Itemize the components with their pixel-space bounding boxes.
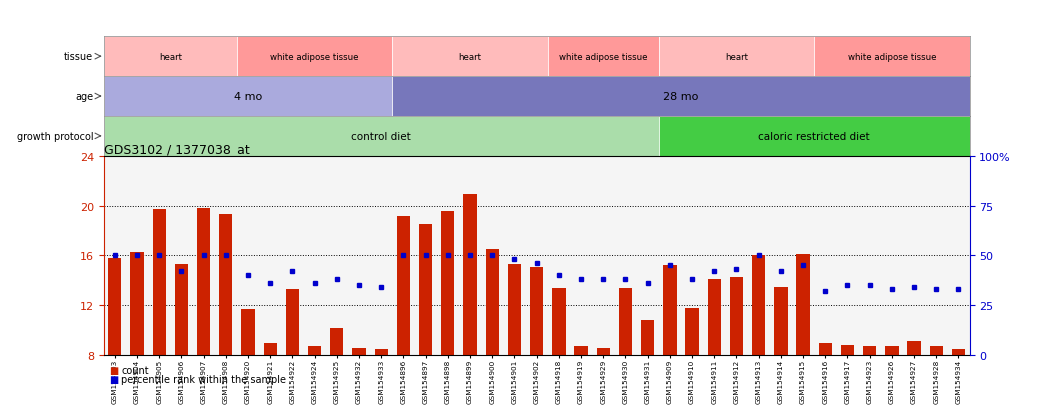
Bar [397,216,410,355]
Bar [752,256,765,355]
Text: control diet: control diet [352,132,411,142]
Bar [707,280,721,355]
Text: ■: ■ [109,365,118,375]
Bar [242,309,255,355]
Bar [818,343,832,355]
Text: white adipose tissue: white adipose tissue [271,52,359,62]
Text: heart: heart [725,52,748,62]
Bar [152,210,166,355]
Bar [175,264,188,355]
Bar [863,347,876,355]
Bar [197,209,211,355]
Bar [464,195,477,355]
Bar [929,347,943,355]
Text: heart: heart [458,52,481,62]
Bar [392,37,548,77]
Bar [419,225,432,355]
Bar [548,37,658,77]
Bar [730,277,744,355]
Bar [664,266,676,355]
Bar [530,267,543,355]
Text: ■: ■ [109,374,118,384]
Bar [685,308,699,355]
Bar [552,288,565,355]
Text: GDS3102 / 1377038_at: GDS3102 / 1377038_at [104,142,250,155]
Text: 4 mo: 4 mo [234,92,262,102]
Bar [104,116,658,157]
Bar [392,77,970,116]
Bar [131,252,144,355]
Bar [508,264,522,355]
Bar [952,349,965,355]
Bar [353,348,366,355]
Text: white adipose tissue: white adipose tissue [559,52,647,62]
Bar [330,328,343,355]
Bar [658,116,970,157]
Text: growth protocol: growth protocol [17,132,93,142]
Text: percentile rank within the sample: percentile rank within the sample [121,374,286,384]
Bar [596,348,610,355]
Bar [104,77,392,116]
Text: 28 mo: 28 mo [664,92,699,102]
Bar [485,249,499,355]
Bar [886,347,898,355]
Bar [658,37,814,77]
Bar [796,254,810,355]
Text: caloric restricted diet: caloric restricted diet [758,132,870,142]
Bar [619,288,633,355]
Bar [108,258,121,355]
Bar [814,37,970,77]
Bar [286,290,299,355]
Text: white adipose tissue: white adipose tissue [847,52,936,62]
Bar [308,347,321,355]
Bar [441,211,454,355]
Bar [219,215,232,355]
Bar [236,37,392,77]
Bar [907,342,921,355]
Text: heart: heart [159,52,181,62]
Bar [841,345,854,355]
Text: age: age [76,92,93,102]
Bar [374,349,388,355]
Bar [104,37,236,77]
Bar [574,347,588,355]
Bar [775,287,787,355]
Text: count: count [121,365,149,375]
Bar [263,343,277,355]
Bar [641,320,654,355]
Text: tissue: tissue [64,52,93,62]
